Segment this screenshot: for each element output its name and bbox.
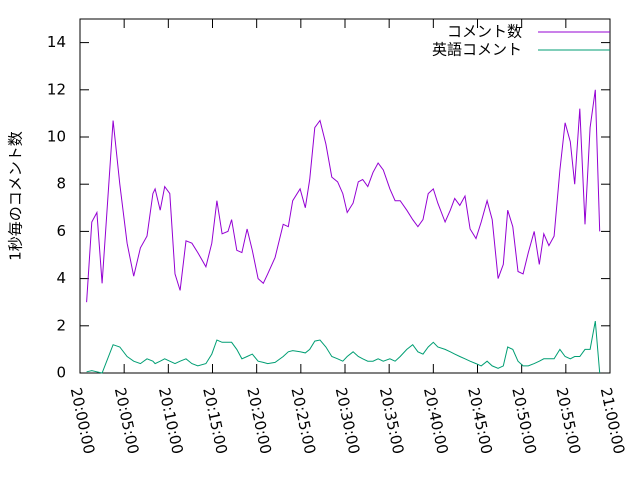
plot-frame [79, 18, 611, 374]
x-tick-label: 20:20:00 [243, 386, 275, 456]
y-tick-label: 8 [56, 175, 66, 193]
x-tick-label: 20:35:00 [376, 386, 408, 456]
y-tick-label: 10 [47, 128, 66, 146]
x-tick-label: 20:45:00 [464, 386, 496, 456]
x-tick-label: 21:00:00 [597, 386, 629, 456]
x-tick-label: 20:50:00 [508, 386, 540, 456]
x-tick-label: 20:15:00 [199, 386, 231, 456]
x-tick-label: 20:55:00 [553, 386, 585, 456]
y-tick-label: 12 [47, 80, 66, 98]
y-tick-label: 4 [56, 269, 66, 287]
legend-label: 英語コメント [432, 41, 522, 59]
y-axis-label: 1秒毎のコメント数 [7, 131, 25, 261]
series-line [86, 321, 601, 374]
x-tick-label: 20:30:00 [332, 386, 364, 456]
legend-label: コメント数 [447, 23, 522, 41]
y-tick-label: 2 [56, 316, 66, 334]
y-tick-label: 0 [56, 364, 66, 382]
x-tick-label: 20:10:00 [155, 386, 187, 456]
y-tick-label: 6 [56, 222, 66, 240]
y-tick-label: 14 [47, 33, 66, 51]
series-line [86, 89, 601, 303]
x-tick-label: 20:25:00 [288, 386, 320, 456]
x-tick-label: 20:40:00 [420, 386, 452, 456]
x-tick-label: 20:05:00 [111, 386, 143, 456]
x-tick-label: 20:00:00 [67, 386, 99, 456]
